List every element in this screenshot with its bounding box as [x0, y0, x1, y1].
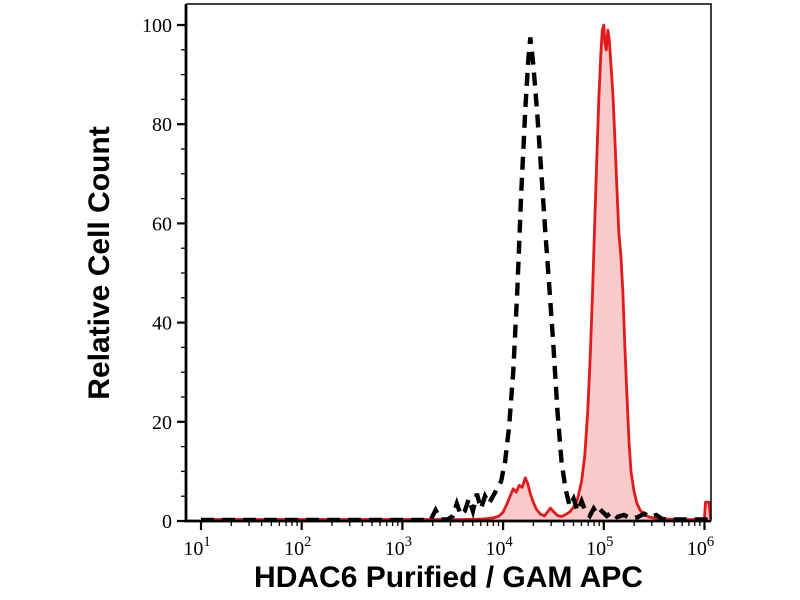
- y-axis-tick-label: 20: [152, 412, 172, 434]
- y-axis-tick-label: 80: [152, 114, 172, 136]
- x-axis-tick-label: 106: [687, 534, 714, 560]
- y-axis-title: Relative Cell Count: [83, 126, 116, 400]
- y-axis-tick-label: 40: [152, 313, 172, 335]
- y-axis-tick-label: 100: [142, 15, 172, 37]
- x-axis-tick-label: 101: [183, 534, 210, 560]
- y-axis-tick-label: 0: [162, 511, 172, 533]
- stained-curve: [201, 23, 712, 521]
- x-axis-tick-label: 104: [485, 534, 513, 560]
- y-axis-tick-label: 60: [152, 213, 172, 235]
- x-axis-tick-label: 102: [284, 534, 311, 560]
- x-axis-tick-label: 105: [586, 534, 613, 560]
- plot-axes: [184, 4, 711, 523]
- x-axis-tick-label: 103: [385, 534, 412, 560]
- x-axis-title: HDAC6 Purified / GAM APC: [254, 561, 643, 594]
- control-curve: [201, 37, 711, 523]
- stained-curve-fill: [201, 25, 711, 521]
- plot-frame: [186, 3, 712, 521]
